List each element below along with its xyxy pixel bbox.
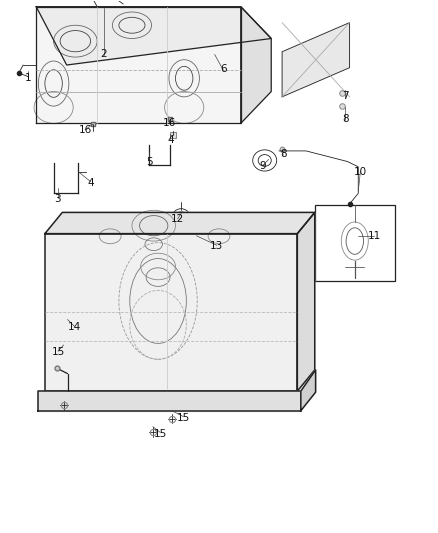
Polygon shape <box>297 213 315 391</box>
Polygon shape <box>36 7 241 123</box>
Polygon shape <box>45 213 315 233</box>
Text: 6: 6 <box>220 64 226 74</box>
Text: 16: 16 <box>78 125 92 135</box>
Polygon shape <box>301 370 316 411</box>
Text: 15: 15 <box>154 429 167 439</box>
Text: 2: 2 <box>100 50 107 59</box>
Bar <box>315 205 395 281</box>
Text: 4: 4 <box>167 135 173 146</box>
Text: 9: 9 <box>259 161 266 171</box>
Polygon shape <box>38 391 301 411</box>
Text: 16: 16 <box>162 118 176 128</box>
Polygon shape <box>45 233 297 391</box>
Text: 15: 15 <box>177 413 190 423</box>
Text: 3: 3 <box>55 193 61 204</box>
Text: 1: 1 <box>25 73 32 83</box>
Text: 11: 11 <box>368 231 381 241</box>
Text: 15: 15 <box>51 348 64 358</box>
Text: 13: 13 <box>210 241 223 252</box>
Text: 8: 8 <box>342 114 349 124</box>
Text: 10: 10 <box>354 167 367 177</box>
Text: 12: 12 <box>171 214 184 224</box>
Polygon shape <box>36 7 271 65</box>
Text: 7: 7 <box>342 91 349 101</box>
Polygon shape <box>241 7 271 123</box>
Polygon shape <box>282 22 350 97</box>
Text: 4: 4 <box>87 177 94 188</box>
Text: 8: 8 <box>280 149 287 159</box>
Text: 5: 5 <box>146 157 153 166</box>
Text: 14: 14 <box>68 322 81 333</box>
